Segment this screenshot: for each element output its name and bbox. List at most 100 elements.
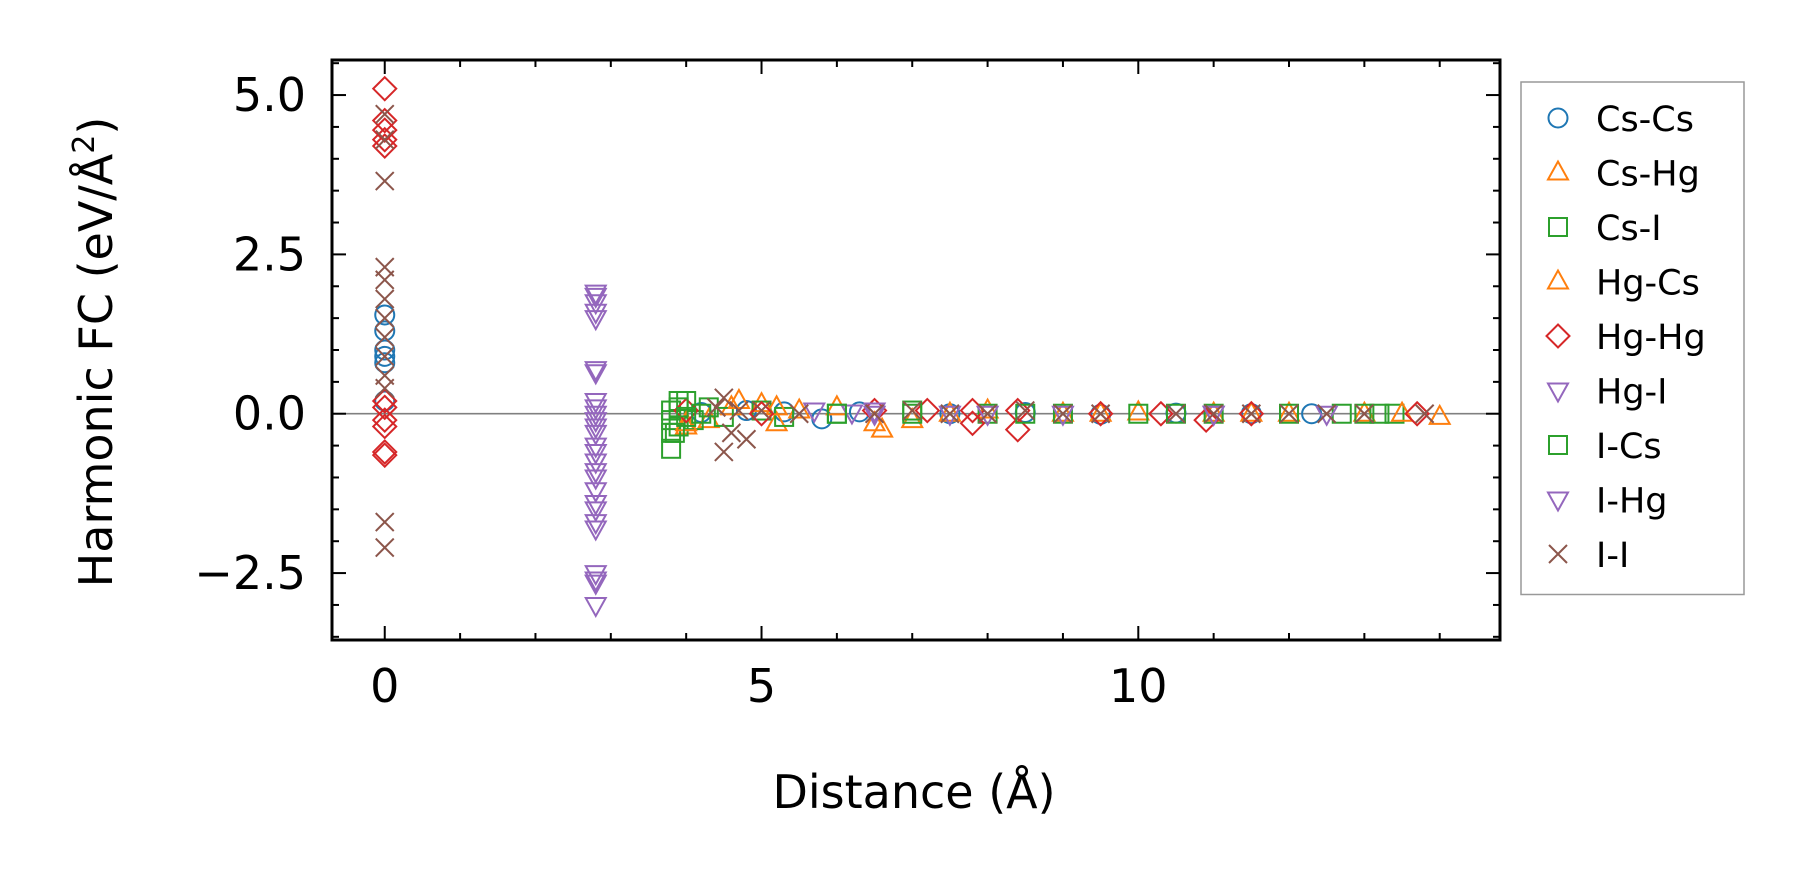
legend-label: Cs-Hg — [1596, 155, 1700, 195]
data-point — [727, 387, 751, 409]
legend-marker — [1548, 544, 1568, 564]
data-point — [674, 410, 698, 432]
data-point — [1414, 404, 1435, 424]
data-point — [1201, 405, 1226, 427]
data-point — [374, 339, 396, 361]
data-point — [371, 126, 398, 153]
data-point — [1053, 404, 1073, 424]
data-point — [584, 574, 608, 596]
legend-marker — [1548, 435, 1568, 455]
data-point — [900, 407, 924, 429]
data-point — [584, 463, 608, 485]
data-point — [584, 453, 608, 475]
legend-label: Hg-Cs — [1596, 264, 1700, 304]
data-point — [1004, 416, 1031, 443]
legend-label: Cs-I — [1596, 209, 1662, 249]
data-point — [584, 412, 608, 434]
data-point — [721, 423, 742, 443]
data-group — [332, 75, 1500, 619]
data-point — [584, 361, 608, 383]
data-point — [673, 397, 700, 424]
data-point — [371, 442, 398, 469]
data-point — [1128, 403, 1149, 424]
x-tick-label: 0 — [370, 659, 399, 713]
data-point — [676, 406, 697, 427]
data-point — [938, 400, 962, 422]
y-tick-label: 0.0 — [233, 387, 306, 441]
data-point — [706, 397, 727, 418]
data-point — [374, 352, 396, 374]
legend-marker — [1546, 159, 1570, 181]
plot-area — [332, 75, 1500, 619]
data-point — [1051, 405, 1075, 427]
data-point — [584, 514, 608, 536]
data-point — [959, 410, 986, 437]
y-axis-label: Harmonic FC (eV/Å2) — [67, 117, 123, 588]
data-point — [1241, 404, 1262, 424]
data-point — [371, 75, 398, 102]
data-point — [748, 400, 775, 427]
data-point — [584, 469, 608, 491]
data-point — [1404, 400, 1431, 427]
data-point — [1279, 404, 1299, 424]
legend-marker — [1546, 382, 1570, 404]
data-point — [751, 400, 772, 421]
data-point — [1166, 404, 1186, 424]
data-point — [371, 107, 398, 134]
legend-marker — [1545, 323, 1571, 349]
legend-marker — [1547, 107, 1569, 129]
data-point — [1314, 405, 1339, 427]
data-point — [584, 571, 608, 593]
data-point — [676, 390, 697, 411]
data-point — [584, 596, 608, 619]
data-point — [375, 512, 395, 532]
data-point — [862, 402, 887, 424]
legend-label: I-I — [1596, 536, 1629, 576]
legend-marker — [1546, 268, 1570, 290]
data-point — [862, 405, 887, 427]
data-point — [371, 117, 398, 144]
data-point — [584, 364, 608, 386]
data-point — [1015, 403, 1036, 424]
data-point — [371, 439, 398, 465]
data-point — [697, 407, 721, 429]
data-point — [664, 422, 685, 443]
data-point — [1277, 400, 1301, 422]
data-point — [914, 397, 941, 424]
data-point — [714, 388, 734, 408]
data-point — [375, 171, 395, 191]
data-point — [975, 405, 1000, 427]
legend-label: Cs-Cs — [1596, 100, 1694, 140]
data-point — [375, 289, 395, 309]
y-axis-label-close: ) — [69, 117, 123, 135]
x-axis-label: Distance (Å) — [772, 765, 1055, 819]
data-point — [1428, 403, 1452, 425]
data-point — [1126, 399, 1150, 421]
data-point — [802, 402, 826, 424]
x-tick-label: 10 — [1109, 659, 1168, 713]
y-tick-label: 2.5 — [233, 227, 306, 281]
data-point — [1316, 404, 1337, 424]
data-point — [375, 270, 395, 290]
data-point — [584, 399, 608, 421]
x-tick-label: 5 — [747, 659, 776, 713]
data-point — [584, 424, 608, 446]
data-point — [1147, 400, 1174, 427]
data-point — [1088, 400, 1113, 422]
data-point — [584, 520, 608, 542]
legend-label: Hg-Hg — [1596, 318, 1706, 358]
data-point — [1279, 403, 1300, 424]
data-point — [375, 308, 395, 328]
data-point — [840, 404, 864, 426]
data-point — [374, 390, 396, 412]
series-i-i — [375, 104, 1435, 558]
data-point — [374, 345, 396, 367]
data-point — [375, 346, 395, 367]
data-point — [870, 416, 894, 438]
data-point — [826, 403, 847, 424]
data-point — [789, 404, 809, 424]
data-point — [1051, 400, 1075, 422]
data-point — [1354, 403, 1375, 424]
series-hg-i — [584, 284, 1339, 619]
